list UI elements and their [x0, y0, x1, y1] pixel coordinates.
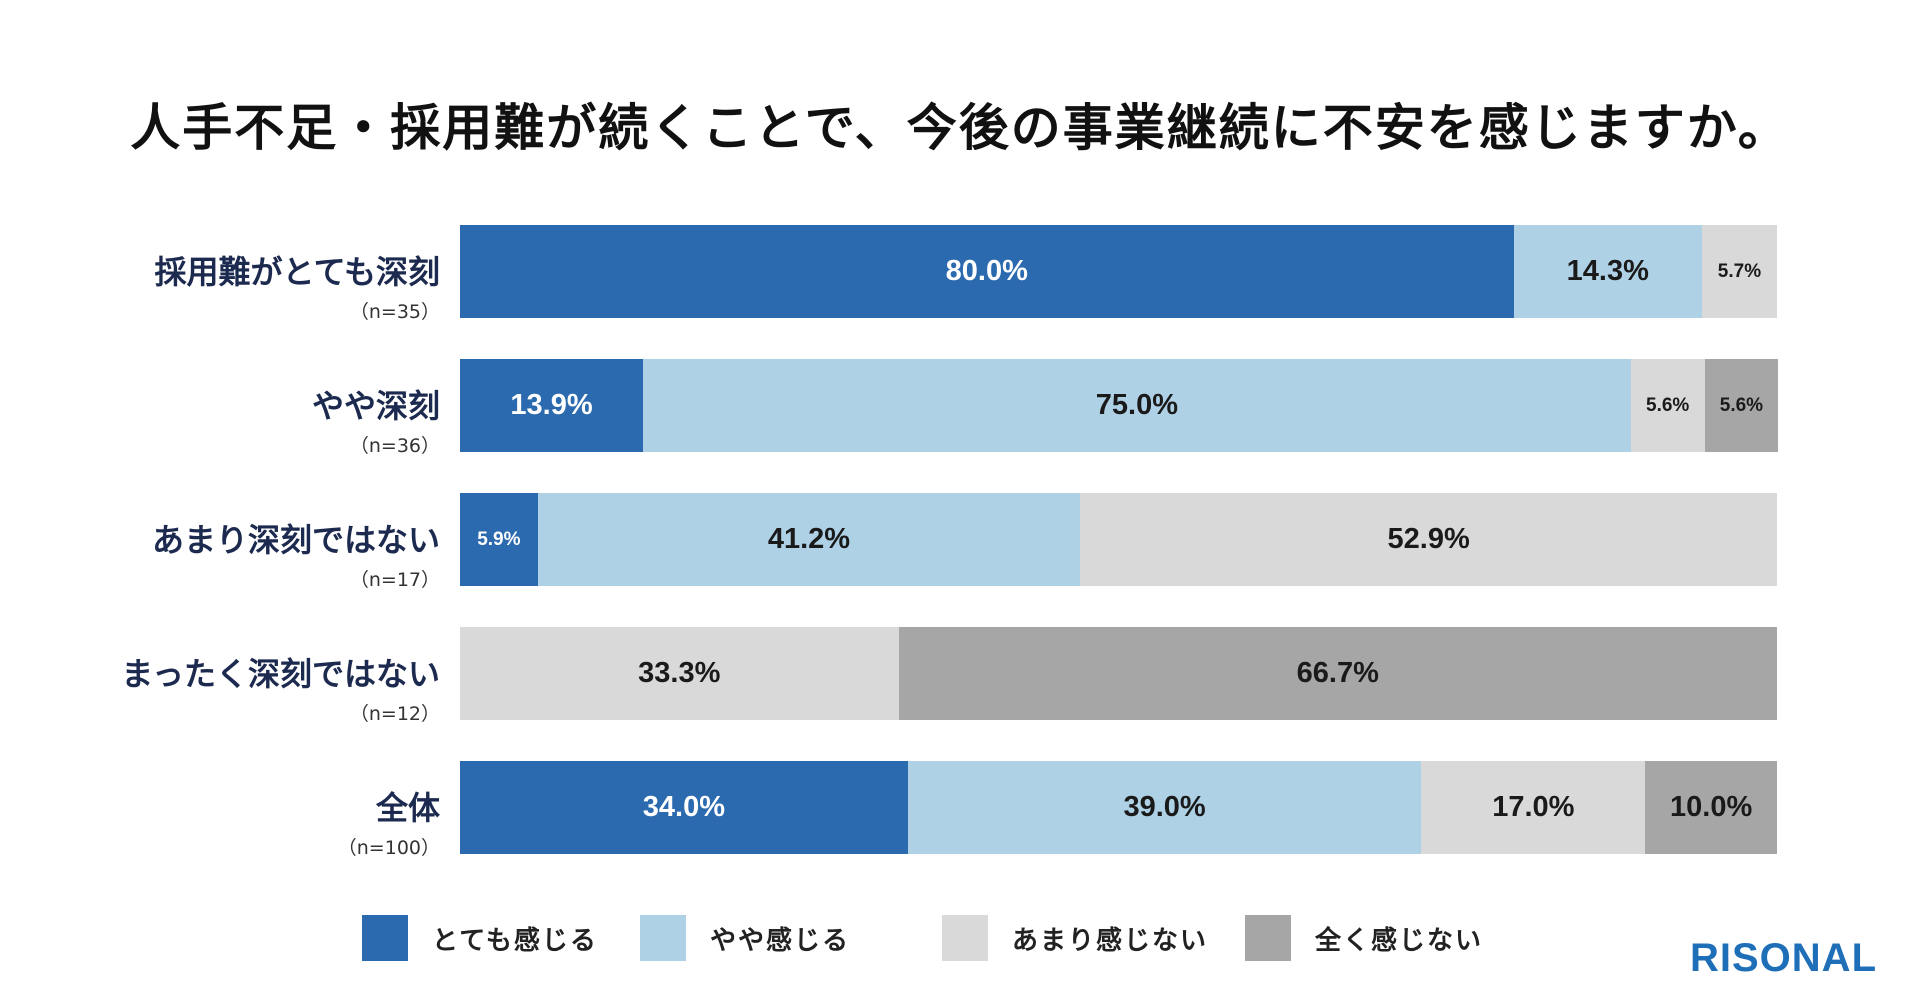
- brand-logo: RISONAL: [1690, 936, 1877, 980]
- category-n-label: （n=35）: [349, 301, 440, 323]
- chart-title: 人手不足・採用難が続くことで、今後の事業継続に不安を感じますか。: [130, 99, 1790, 157]
- legend-label: とても感じる: [432, 925, 598, 956]
- data-label: 41.2%: [767, 523, 851, 555]
- data-label: 80.0%: [945, 255, 1028, 287]
- category-n-label: （n=12）: [349, 703, 440, 725]
- bar-segment: 80.0%: [460, 225, 1514, 318]
- legend-item: やや感じる: [640, 915, 850, 961]
- data-label: 66.7%: [1296, 657, 1379, 689]
- data-label: 5.6%: [1719, 394, 1764, 416]
- legend-label: 全く感じない: [1315, 925, 1484, 956]
- legend-label: あまり感じない: [1012, 925, 1209, 956]
- legend-item: あまり感じない: [942, 915, 1208, 961]
- data-label: 39.0%: [1123, 791, 1206, 823]
- legend-label: やや感じる: [710, 925, 851, 956]
- legend-swatch: [942, 915, 988, 961]
- legend-swatch: [362, 915, 408, 961]
- bar-segment: 5.6%: [1704, 359, 1779, 452]
- bar-segment: 75.0%: [643, 359, 1631, 452]
- data-label: 33.3%: [638, 657, 721, 689]
- category-n-label: （n=100）: [337, 837, 440, 859]
- data-label: 13.9%: [510, 389, 593, 421]
- category-label: やや深刻: [311, 387, 440, 425]
- data-label: 5.6%: [1646, 394, 1690, 416]
- legend-item: とても感じる: [362, 915, 598, 961]
- category-n-label: （n=17）: [349, 569, 440, 591]
- bar-segment: 33.3%: [460, 627, 899, 720]
- data-label: 14.3%: [1566, 255, 1649, 287]
- bar-segment: 39.0%: [907, 761, 1422, 854]
- bar-segment: 52.9%: [1080, 493, 1777, 586]
- category-n-label: （n=36）: [349, 435, 440, 457]
- data-label: 75.0%: [1095, 389, 1179, 421]
- data-label: 17.0%: [1492, 791, 1575, 823]
- data-label: 5.9%: [477, 528, 521, 550]
- bar-segment: 5.7%: [1701, 225, 1777, 318]
- bar-segment: 10.0%: [1645, 761, 1777, 854]
- category-label: まったく深刻ではない: [121, 655, 440, 693]
- bar-segment: 34.0%: [460, 761, 908, 854]
- legend-item: 全く感じない: [1245, 915, 1483, 961]
- category-label: 採用難がとても深刻: [154, 253, 440, 291]
- legend-swatch: [640, 915, 686, 961]
- data-label: 34.0%: [642, 791, 725, 823]
- data-label: 52.9%: [1387, 523, 1470, 555]
- category-label: あまり深刻ではない: [151, 521, 440, 559]
- bar-segment: 17.0%: [1421, 761, 1646, 854]
- bar-segment: 5.9%: [460, 493, 538, 586]
- legend-swatch: [1245, 915, 1291, 961]
- bar-segment: 66.7%: [898, 627, 1777, 720]
- bar-segment: 14.3%: [1513, 225, 1702, 318]
- category-label: 全体: [375, 789, 440, 827]
- data-label: 5.7%: [1717, 260, 1762, 282]
- bar-segment: 41.2%: [537, 493, 1081, 586]
- data-label: 10.0%: [1670, 791, 1753, 823]
- bar-segment: 13.9%: [460, 359, 644, 452]
- bar-segment: 5.6%: [1630, 359, 1705, 452]
